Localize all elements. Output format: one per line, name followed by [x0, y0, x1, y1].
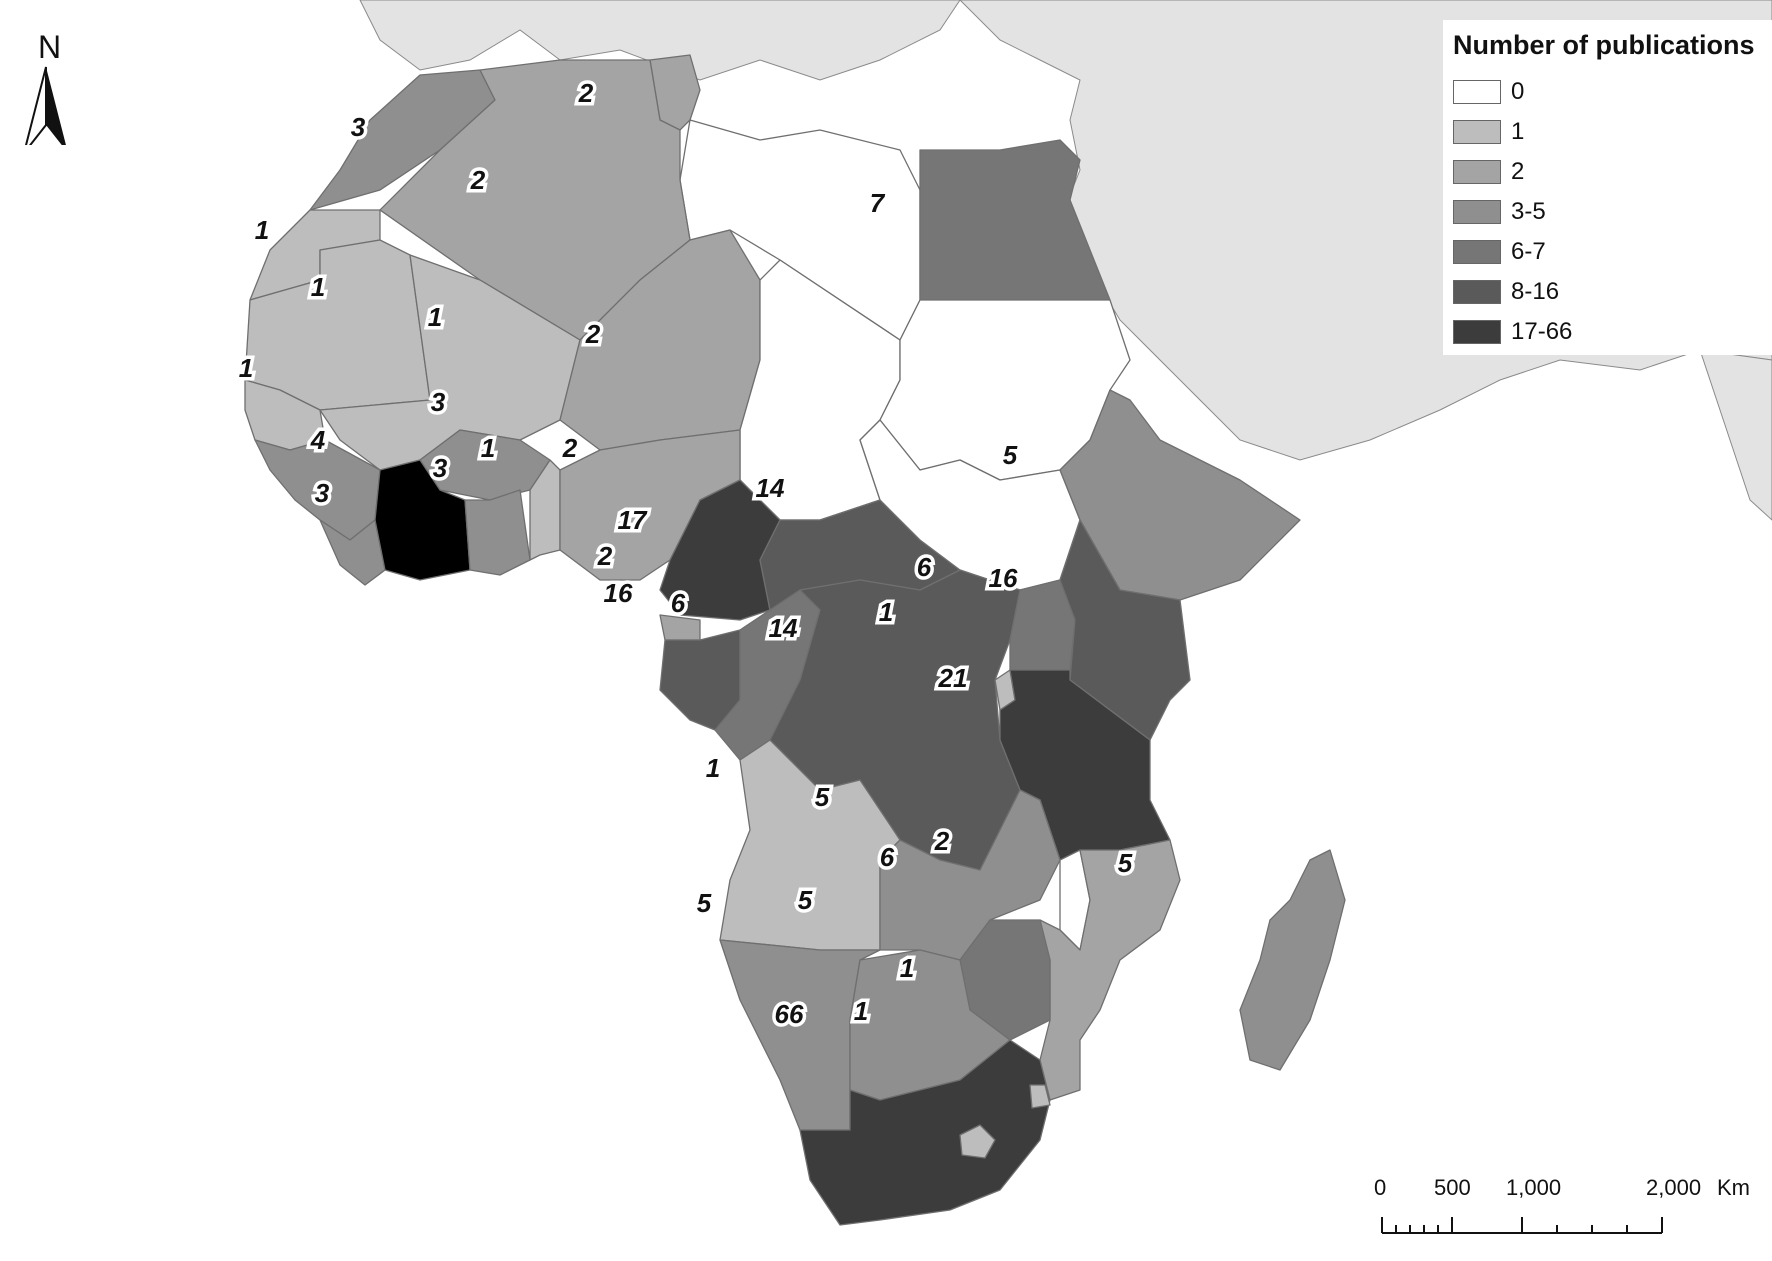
- value-label-tunisia: 2: [578, 78, 594, 108]
- value-label-algeria: 2: [470, 165, 486, 195]
- value-label-cameroon: 17: [618, 505, 648, 535]
- scale-label: 1,000: [1506, 1175, 1562, 1200]
- legend-label: 8-16: [1511, 278, 1560, 305]
- value-label-namibia: 5: [697, 888, 712, 918]
- value-label-nigeria: 2: [562, 433, 578, 463]
- value-label-ethiopia: 5: [1003, 440, 1018, 470]
- value-label-ghana: 3: [433, 453, 448, 483]
- value-label-central-african-republic: 14: [756, 473, 785, 503]
- legend-item: 2: [1453, 158, 1524, 186]
- value-label-kenya: 16: [989, 563, 1018, 593]
- legend-label: 3-5: [1511, 198, 1546, 225]
- value-label-madagascar: 5: [1118, 848, 1133, 878]
- value-label-egypt: 7: [870, 188, 886, 218]
- legend-swatch: [1453, 200, 1501, 224]
- value-label-mali: 1: [428, 302, 442, 332]
- legend-swatch: [1453, 280, 1501, 304]
- legend-item: 17-66: [1453, 318, 1572, 346]
- legend-label: 1: [1511, 118, 1525, 145]
- value-label-gabon: 16: [604, 578, 633, 608]
- value-label-zimbabwe: 6: [880, 842, 895, 872]
- legend-swatch: [1453, 160, 1501, 184]
- legend-label: 17-66: [1511, 318, 1573, 345]
- scale-label: 2,000: [1646, 1175, 1702, 1200]
- value-label-eswatini: 1: [900, 953, 914, 983]
- value-label-botswana: 5: [798, 885, 813, 915]
- value-label-angola: 1: [706, 753, 720, 783]
- value-label-tanzania: 21: [938, 663, 968, 693]
- value-label-benin: 1: [481, 433, 495, 463]
- scale-unit: Km: [1717, 1175, 1750, 1200]
- country-eswatini: [1029, 1084, 1051, 1109]
- value-label-republic-of-the-congo: 6: [671, 588, 686, 618]
- north-arrow: N: [10, 15, 70, 145]
- country-zambia: [879, 789, 1061, 961]
- north-arrow-icon: [25, 66, 47, 145]
- scale-bar: 0 500 1,000 2,000 Km: [1360, 1175, 1760, 1255]
- value-label-zambia: 5: [815, 782, 830, 812]
- country-madagascar: [1239, 849, 1346, 1071]
- value-label-morocco: 3: [351, 112, 366, 142]
- legend-label: 6-7: [1511, 238, 1546, 265]
- value-label-burkina-faso: 3: [431, 387, 446, 417]
- country-equatorial-guinea: [659, 614, 701, 641]
- value-label-rwanda: 1: [879, 597, 893, 627]
- legend-swatch: [1453, 80, 1501, 104]
- value-label-dr-congo: 14: [769, 613, 798, 643]
- legend-swatch: [1453, 320, 1501, 344]
- legend-item: 1: [1453, 118, 1524, 146]
- value-label-liberia: 3: [315, 478, 330, 508]
- country-lesotho: [959, 1124, 996, 1159]
- country-south-africa: [799, 1039, 1051, 1226]
- value-label-equatorial-guinea: 2: [597, 541, 613, 571]
- scale-label: 500: [1434, 1175, 1471, 1200]
- legend-swatch: [1453, 240, 1501, 264]
- legend-item: 0: [1453, 78, 1524, 106]
- legend-item: 8-16: [1453, 278, 1559, 306]
- legend-label: 0: [1511, 78, 1525, 105]
- value-label-guinea: 4: [310, 425, 326, 455]
- value-label-mauritania: 1: [311, 272, 325, 302]
- legend-item: 3-5: [1453, 198, 1546, 226]
- value-label-senegal: 1: [239, 353, 253, 383]
- north-arrow-label: N: [38, 29, 62, 65]
- legend-item: 6-7: [1453, 238, 1546, 266]
- legend: Number of publications 0 1 2 3-5 6-7 8-1…: [1443, 20, 1772, 355]
- scale-label: 0: [1374, 1175, 1387, 1200]
- value-label-mozambique: 2: [934, 826, 950, 856]
- value-label-uganda: 6: [917, 552, 932, 582]
- value-label-western-sahara: 1: [255, 215, 269, 245]
- legend-label: 2: [1511, 158, 1525, 185]
- country-kenya: [1059, 519, 1191, 741]
- value-label-south-africa: 66: [775, 999, 804, 1029]
- legend-swatch: [1453, 120, 1501, 144]
- legend-title: Number of publications: [1453, 30, 1755, 60]
- arabia-east-landmass: [1699, 349, 1772, 521]
- value-label-niger: 2: [585, 319, 601, 349]
- country-ghana: [464, 489, 531, 576]
- value-label-lesotho: 1: [854, 996, 868, 1026]
